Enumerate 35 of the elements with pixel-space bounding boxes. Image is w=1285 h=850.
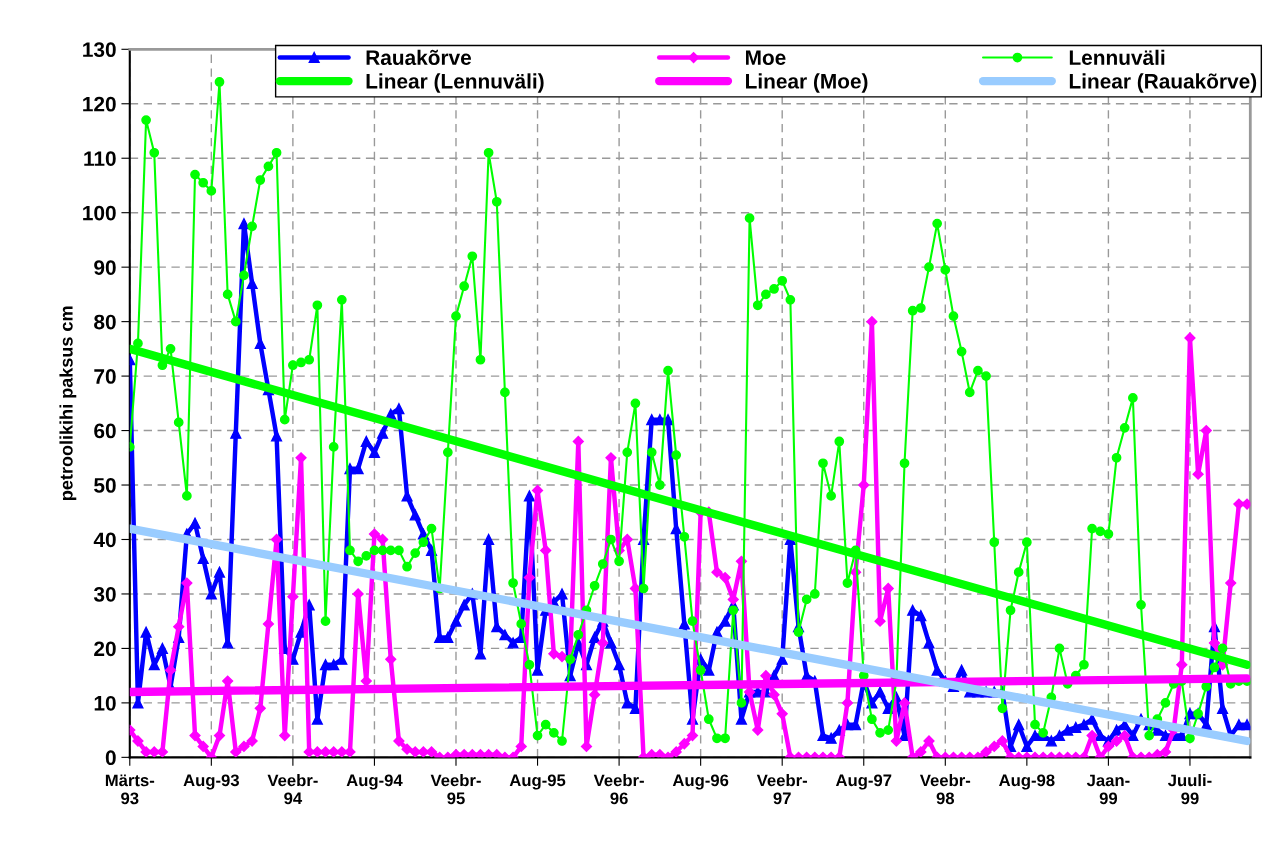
legend-label: Linear (Rauakõrve) (1069, 73, 1257, 93)
y-tick-label: 0 (105, 750, 116, 766)
legend-label: Moe (746, 50, 786, 66)
x-tick-label: Veebr- 97 (756, 774, 808, 805)
x-tick-label: Veebr- 95 (430, 774, 481, 805)
y-tick-label: 90 (94, 260, 116, 275)
x-tick-label: Aug-97 (835, 774, 892, 790)
x-tick-label: Jaan- 99 (1086, 774, 1130, 805)
legend-label: Lennuväli (1069, 49, 1165, 66)
x-tick-label: Veebr- 94 (267, 774, 318, 805)
x-tick-label: Aug-95 (509, 774, 566, 790)
x-tick-label: Aug-98 (999, 774, 1055, 790)
y-tick-label: 20 (94, 641, 116, 657)
x-tick-label: Märts- 93 (105, 774, 155, 805)
x-tick-label: Veebr- 98 (919, 774, 971, 805)
y-tick-label: 40 (93, 532, 116, 548)
y-tick-label: 60 (94, 423, 116, 439)
legend-label: Rauakõrve (366, 49, 472, 66)
y-tick-label: 110 (84, 151, 116, 166)
legend-label: Linear (Lennuväli) (366, 73, 544, 93)
y-tick-label: 70 (94, 369, 116, 384)
x-tick-label: Veebr- 96 (593, 774, 644, 805)
x-tick-label: Juuli- 99 (1167, 774, 1212, 805)
legend-label: Linear (Moe) (746, 73, 868, 93)
y-tick-label: 100 (83, 205, 116, 221)
x-tick-label: Aug-93 (183, 774, 239, 790)
y-tick-label: 10 (94, 695, 116, 711)
x-tick-label: Aug-96 (672, 774, 729, 790)
y-tick-label: 130 (83, 42, 116, 58)
y-axis-title: petroolikihi paksus cm (59, 306, 77, 500)
y-tick-label: 120 (83, 96, 116, 112)
y-tick-label: 50 (94, 478, 116, 493)
y-tick-label: 80 (94, 314, 116, 330)
y-tick-label: 30 (93, 586, 116, 602)
x-tick-label: Aug-94 (346, 774, 403, 790)
